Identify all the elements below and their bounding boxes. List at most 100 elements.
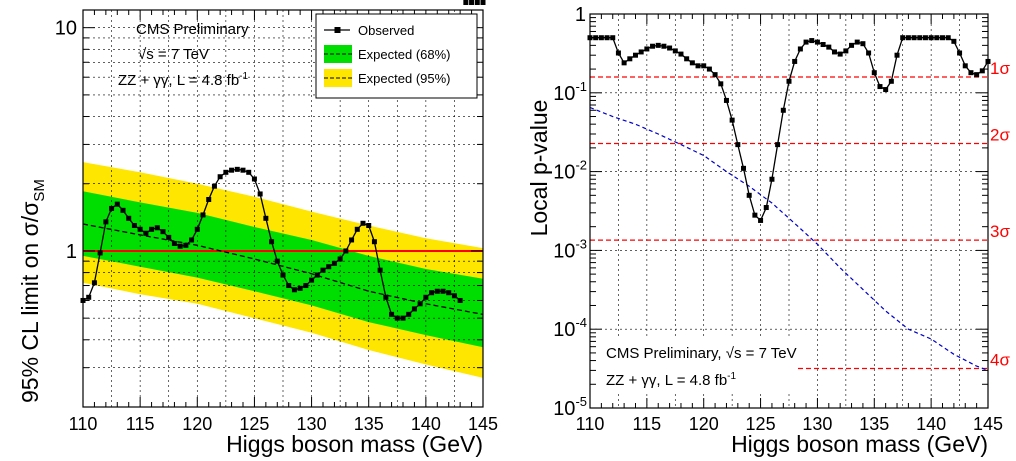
observed-point <box>979 68 985 74</box>
x-tick-label: 125 <box>239 414 269 434</box>
observed-point <box>814 39 820 45</box>
observed-point <box>644 46 650 52</box>
observed-point <box>752 212 758 218</box>
observed-point <box>803 39 809 45</box>
x-tick-label: 140 <box>411 414 441 434</box>
legend-observed-label: Observed <box>358 23 414 38</box>
y-tick-label: 10-4 <box>553 315 587 341</box>
x-tick-label: 115 <box>633 414 662 434</box>
observed-point <box>866 50 872 56</box>
observed-markers <box>587 35 991 223</box>
sigma-labels: 1σ 2σ 3σ 4σ <box>990 59 1010 370</box>
observed-point <box>741 165 747 171</box>
observed-point <box>377 267 383 273</box>
observed-point <box>400 315 406 321</box>
plot-frame <box>589 13 989 409</box>
lumi-label-main: ZZ + γγ, L = 4.8 fb <box>118 72 239 89</box>
y-tick-labels: 1 10 <box>55 18 77 263</box>
observed-point <box>638 49 644 55</box>
cms-label: CMS Preliminary <box>136 21 249 38</box>
observed-point <box>137 226 143 232</box>
observed-point <box>854 39 860 45</box>
observed-point <box>667 45 673 51</box>
x-tick-label: 140 <box>916 414 946 434</box>
annotation-box <box>597 338 797 394</box>
observed-point <box>160 229 166 235</box>
observed-point <box>746 192 752 198</box>
observed-point <box>149 226 155 232</box>
observed-point <box>922 35 928 41</box>
observed-point <box>240 167 246 173</box>
observed-point <box>343 248 349 254</box>
expected-median-line <box>82 223 484 316</box>
x-tick-label: 125 <box>746 414 776 434</box>
observed-point <box>451 293 457 299</box>
x-tick-label: 120 <box>182 414 212 434</box>
x-tick-label: 130 <box>297 414 327 434</box>
observed-point <box>735 142 741 148</box>
observed-point <box>263 215 269 221</box>
observed-point <box>406 311 412 317</box>
observed-point <box>723 97 729 103</box>
y-tick-label: 10 <box>55 18 77 40</box>
observed-point <box>894 52 900 58</box>
observed-point <box>888 78 894 84</box>
observed-point <box>758 217 764 223</box>
observed-point <box>775 142 781 148</box>
observed-point <box>280 272 286 278</box>
x-tick-label: 135 <box>859 414 889 434</box>
observed-point <box>604 35 610 41</box>
observed-point <box>97 250 103 256</box>
observed-point <box>837 51 843 57</box>
legend-95-label: Expected (95%) <box>358 71 451 86</box>
observed-point <box>223 169 229 175</box>
observed-point <box>217 174 223 180</box>
observed-point <box>109 205 115 211</box>
observed-point <box>297 285 303 291</box>
x-tick-label: 110 <box>576 414 605 434</box>
y-axis-label-main: 95% CL limit on σ/σ <box>17 202 43 403</box>
observed-point <box>211 183 217 189</box>
observed-point <box>360 220 366 226</box>
axis-ticks <box>589 13 989 409</box>
observed-point <box>154 225 160 231</box>
observed-point <box>337 256 343 262</box>
observed-point <box>166 234 172 240</box>
observed-point <box>661 43 667 49</box>
sigma-label: 1σ <box>990 59 1010 78</box>
observed-point <box>194 226 200 232</box>
observed-point <box>394 315 400 321</box>
sigma-label: 2σ <box>990 125 1010 144</box>
y-tick-label: 10-5 <box>553 394 587 420</box>
observed-point <box>968 70 974 76</box>
observed-point <box>417 301 423 307</box>
lumi-label-main: ZZ + γγ, L = 4.8 fb <box>606 372 727 389</box>
observed-point <box>480 0 486 5</box>
y-tick-label: 10-2 <box>553 158 587 184</box>
observed-point <box>900 35 906 41</box>
observed-point <box>189 237 195 243</box>
observed-point <box>831 49 837 55</box>
cms-energy-label: CMS Preliminary, √s = 7 TeV <box>606 345 797 362</box>
observed-point <box>962 63 968 69</box>
limit-chart: 110 115 120 125 130 135 140 145 1 10 Higgs boson… <box>17 0 498 457</box>
observed-point <box>429 290 435 296</box>
observed-point <box>229 167 235 173</box>
x-tick-label: 115 <box>126 414 155 434</box>
observed-point <box>621 60 627 66</box>
observed-point <box>354 226 360 232</box>
observed-point <box>349 237 355 243</box>
observed-point <box>672 48 678 54</box>
observed-markers <box>80 0 486 321</box>
observed-point <box>86 294 92 300</box>
observed-point <box>786 78 792 84</box>
observed-point <box>314 272 320 278</box>
x-tick-labels: 110 115 120 125 130 135 140 145 <box>69 414 498 434</box>
expected-pvalue-line <box>589 106 989 371</box>
observed-point <box>383 294 389 300</box>
observed-point <box>826 44 832 50</box>
energy-label: √s = 7 TeV <box>138 46 209 63</box>
observed-point <box>957 50 963 56</box>
observed-point <box>274 258 280 264</box>
